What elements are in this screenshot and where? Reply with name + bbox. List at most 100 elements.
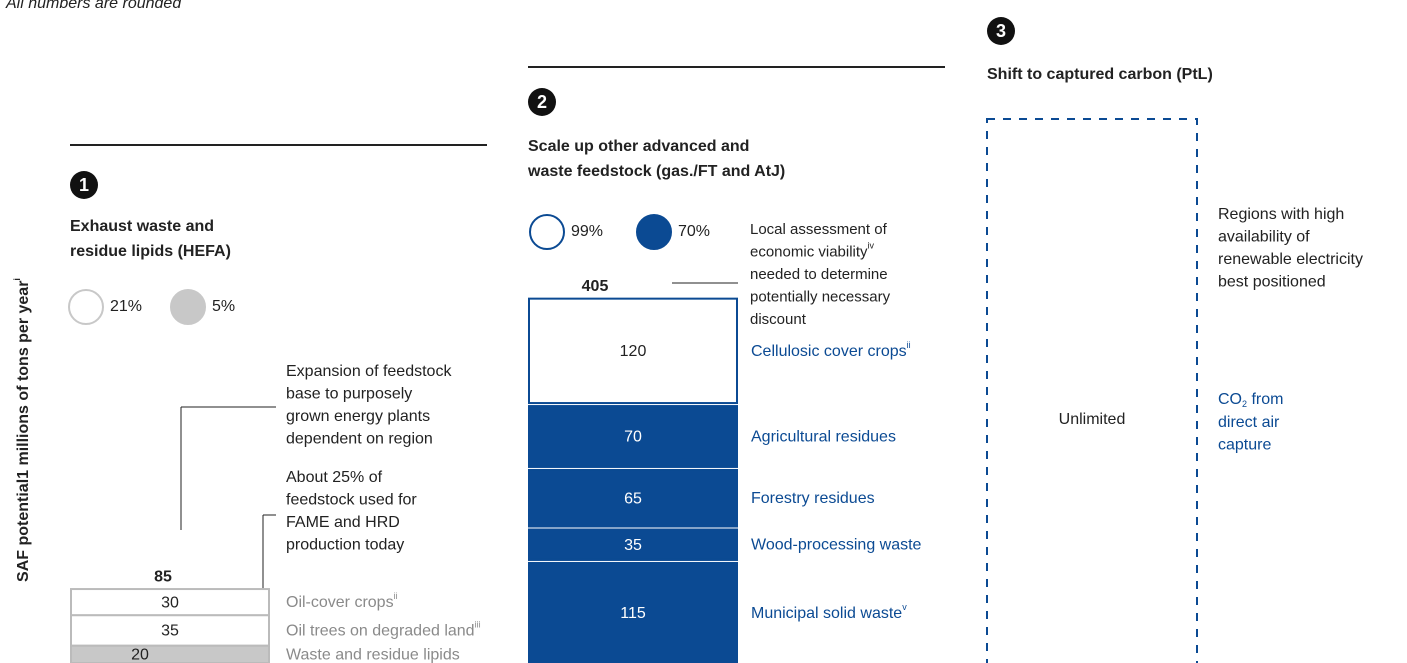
- segment-value: 35: [161, 623, 179, 640]
- y-axis-label: SAF potential1 millions of tons per year…: [12, 278, 32, 582]
- annotation-line: potentially necessary: [750, 288, 891, 305]
- annotation-line: availability of: [1218, 229, 1310, 246]
- label-text: Oil-cover crops: [286, 594, 394, 611]
- annotation: FAME and HRD: [286, 514, 400, 531]
- share-icon: [68, 289, 104, 325]
- annotation: Expansion of feedstock: [286, 363, 452, 380]
- share-icon: [170, 289, 206, 325]
- label-text: Wood-processing waste: [751, 537, 922, 554]
- label-note: ii: [907, 340, 911, 350]
- annotation: Regions with high: [1218, 206, 1344, 223]
- note: All numbers are rounded: [5, 0, 182, 12]
- segment-value: 65: [624, 490, 642, 507]
- bar-segment: [70, 588, 270, 617]
- label-note: ii: [394, 591, 398, 601]
- source-sub: 2: [1242, 399, 1247, 409]
- segment-value: 70: [624, 429, 642, 446]
- annotation-line: FAME and HRD: [286, 514, 400, 531]
- annotation-line: Expansion of feedstock: [286, 363, 452, 380]
- annotation-note: iv: [868, 241, 875, 251]
- segment-value: 30: [161, 594, 179, 611]
- potential: Unlimited: [1059, 411, 1126, 428]
- annotation-line: renewable electricity: [1218, 251, 1363, 268]
- segment-label: Oil-cover cropsii: [286, 591, 398, 611]
- annotation-line: dependent on region: [286, 431, 433, 448]
- annotation: production today: [286, 537, 404, 554]
- share-icon: [636, 214, 672, 250]
- y-axis-note: i: [12, 278, 22, 281]
- share-label: 70%: [678, 223, 710, 240]
- source: direct air: [1218, 414, 1280, 431]
- label-note: v: [902, 602, 907, 612]
- bar-segment: [528, 528, 738, 561]
- annotation-line: production today: [286, 537, 404, 554]
- column-title: Shift to captured carbon (PtL): [987, 66, 1213, 83]
- segment-value: 35: [624, 537, 642, 554]
- bar-segment: [528, 468, 738, 528]
- source-text: CO: [1218, 391, 1242, 408]
- share-label: 99%: [571, 223, 603, 240]
- segment-label: Wood-processing waste: [751, 537, 922, 554]
- source-text: from: [1247, 391, 1283, 408]
- segment-label: Agricultural residues: [751, 429, 896, 446]
- source: CO2 from: [1218, 391, 1283, 409]
- source: capture: [1218, 437, 1271, 454]
- column-title: residue lipids (HEFA): [70, 243, 231, 260]
- share-icon: [529, 214, 565, 250]
- segment-label: Oil trees on degraded landiii: [286, 620, 481, 640]
- share-label: 5%: [212, 298, 235, 315]
- annotation-line: Local assessment of: [750, 221, 888, 238]
- annotation-line: best positioned: [1218, 274, 1326, 291]
- label-text: Agricultural residues: [751, 429, 896, 446]
- annotation-line: About 25% of: [286, 469, 383, 486]
- segment-value: 20: [131, 647, 149, 663]
- annotation-line: Regions with high: [1218, 206, 1344, 223]
- label-text: Cellulosic cover crops: [751, 343, 907, 360]
- share-label: 21%: [110, 298, 142, 315]
- annotation: best positioned: [1218, 274, 1326, 291]
- bar-segment: [70, 644, 270, 663]
- label-text: Waste and residue lipids: [286, 647, 460, 663]
- badge-number: 1: [79, 175, 89, 195]
- label-text: Forestry residues: [751, 490, 875, 507]
- total-value: 85: [154, 568, 172, 585]
- annotation: renewable electricity: [1218, 251, 1363, 268]
- bar-segment: [528, 561, 738, 663]
- badge: [528, 88, 556, 116]
- segment-label: Waste and residue lipids: [286, 647, 460, 663]
- annotation-line: grown energy plants: [286, 408, 430, 425]
- segment-label: Forestry residues: [751, 490, 875, 507]
- badge: [70, 171, 98, 199]
- annotation-line: discount: [750, 311, 807, 328]
- annotation: grown energy plants: [286, 408, 430, 425]
- annotation-line: needed to determine: [750, 266, 888, 283]
- label-note: iii: [475, 620, 481, 630]
- annotation: Local assessment of: [750, 221, 888, 238]
- segment-value: 120: [620, 343, 647, 360]
- column-title: Exhaust waste and: [70, 218, 214, 235]
- segment-label: Municipal solid wastev: [751, 602, 907, 622]
- annotation: potentially necessary: [750, 288, 891, 305]
- badge-number: 2: [537, 92, 547, 112]
- annotation: dependent on region: [286, 431, 433, 448]
- annotation-line: base to purposely: [286, 386, 412, 403]
- column-title: waste feedstock (gas./FT and AtJ): [527, 163, 785, 180]
- label-text: Municipal solid waste: [751, 605, 902, 622]
- annotation: availability of: [1218, 229, 1310, 246]
- annotation: economic viabilityiv: [750, 241, 875, 261]
- annotation-line: economic viability: [750, 243, 868, 260]
- annotation-line: feedstock used for: [286, 492, 417, 509]
- column-title: Scale up other advanced and: [528, 138, 749, 155]
- badge-number: 3: [996, 21, 1006, 41]
- annotation: base to purposely: [286, 386, 412, 403]
- total-value: 405: [582, 278, 609, 295]
- annotation: About 25% of: [286, 469, 383, 486]
- unlimited-box: [986, 118, 1198, 663]
- label-text: Oil trees on degraded land: [286, 623, 475, 640]
- annotation: needed to determine: [750, 266, 888, 283]
- y-axis-text: SAF potential1 millions of tons per year: [15, 281, 32, 582]
- badge: [987, 17, 1015, 45]
- segment-label: Cellulosic cover cropsii: [751, 340, 911, 360]
- bar-segment: [528, 297, 738, 405]
